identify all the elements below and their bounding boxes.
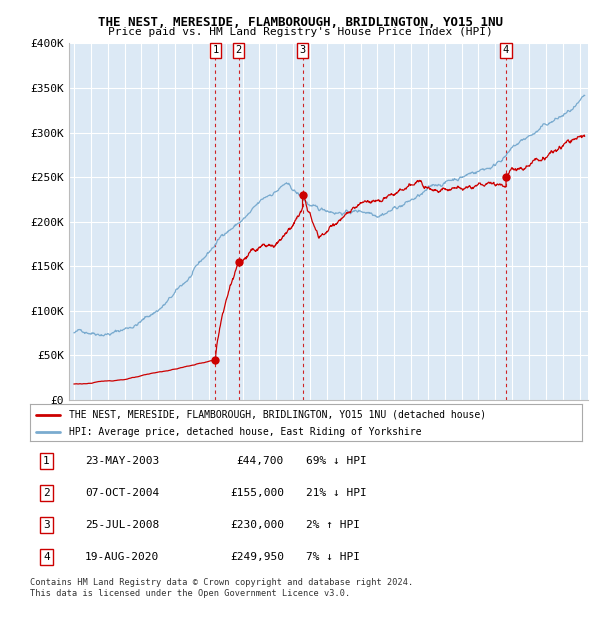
Text: 4: 4 (503, 45, 509, 55)
Text: THE NEST, MERESIDE, FLAMBOROUGH, BRIDLINGTON, YO15 1NU: THE NEST, MERESIDE, FLAMBOROUGH, BRIDLIN… (97, 16, 503, 29)
Text: 4: 4 (43, 552, 50, 562)
Text: 19-AUG-2020: 19-AUG-2020 (85, 552, 160, 562)
Text: 21% ↓ HPI: 21% ↓ HPI (306, 488, 367, 498)
Text: 2: 2 (43, 488, 50, 498)
Text: £44,700: £44,700 (236, 456, 284, 466)
Text: Price paid vs. HM Land Registry's House Price Index (HPI): Price paid vs. HM Land Registry's House … (107, 27, 493, 37)
Text: 2% ↑ HPI: 2% ↑ HPI (306, 520, 360, 530)
Text: 3: 3 (299, 45, 305, 55)
Text: £230,000: £230,000 (230, 520, 284, 530)
Text: 1: 1 (212, 45, 218, 55)
Text: £249,950: £249,950 (230, 552, 284, 562)
Text: Contains HM Land Registry data © Crown copyright and database right 2024.: Contains HM Land Registry data © Crown c… (30, 578, 413, 587)
Text: 2: 2 (236, 45, 242, 55)
Text: HPI: Average price, detached house, East Riding of Yorkshire: HPI: Average price, detached house, East… (68, 427, 421, 437)
Text: 23-MAY-2003: 23-MAY-2003 (85, 456, 160, 466)
Text: 7% ↓ HPI: 7% ↓ HPI (306, 552, 360, 562)
Text: This data is licensed under the Open Government Licence v3.0.: This data is licensed under the Open Gov… (30, 589, 350, 598)
Text: £155,000: £155,000 (230, 488, 284, 498)
Text: 3: 3 (43, 520, 50, 530)
Text: 07-OCT-2004: 07-OCT-2004 (85, 488, 160, 498)
Text: 69% ↓ HPI: 69% ↓ HPI (306, 456, 367, 466)
Text: THE NEST, MERESIDE, FLAMBOROUGH, BRIDLINGTON, YO15 1NU (detached house): THE NEST, MERESIDE, FLAMBOROUGH, BRIDLIN… (68, 410, 486, 420)
Text: 1: 1 (43, 456, 50, 466)
Text: 25-JUL-2008: 25-JUL-2008 (85, 520, 160, 530)
